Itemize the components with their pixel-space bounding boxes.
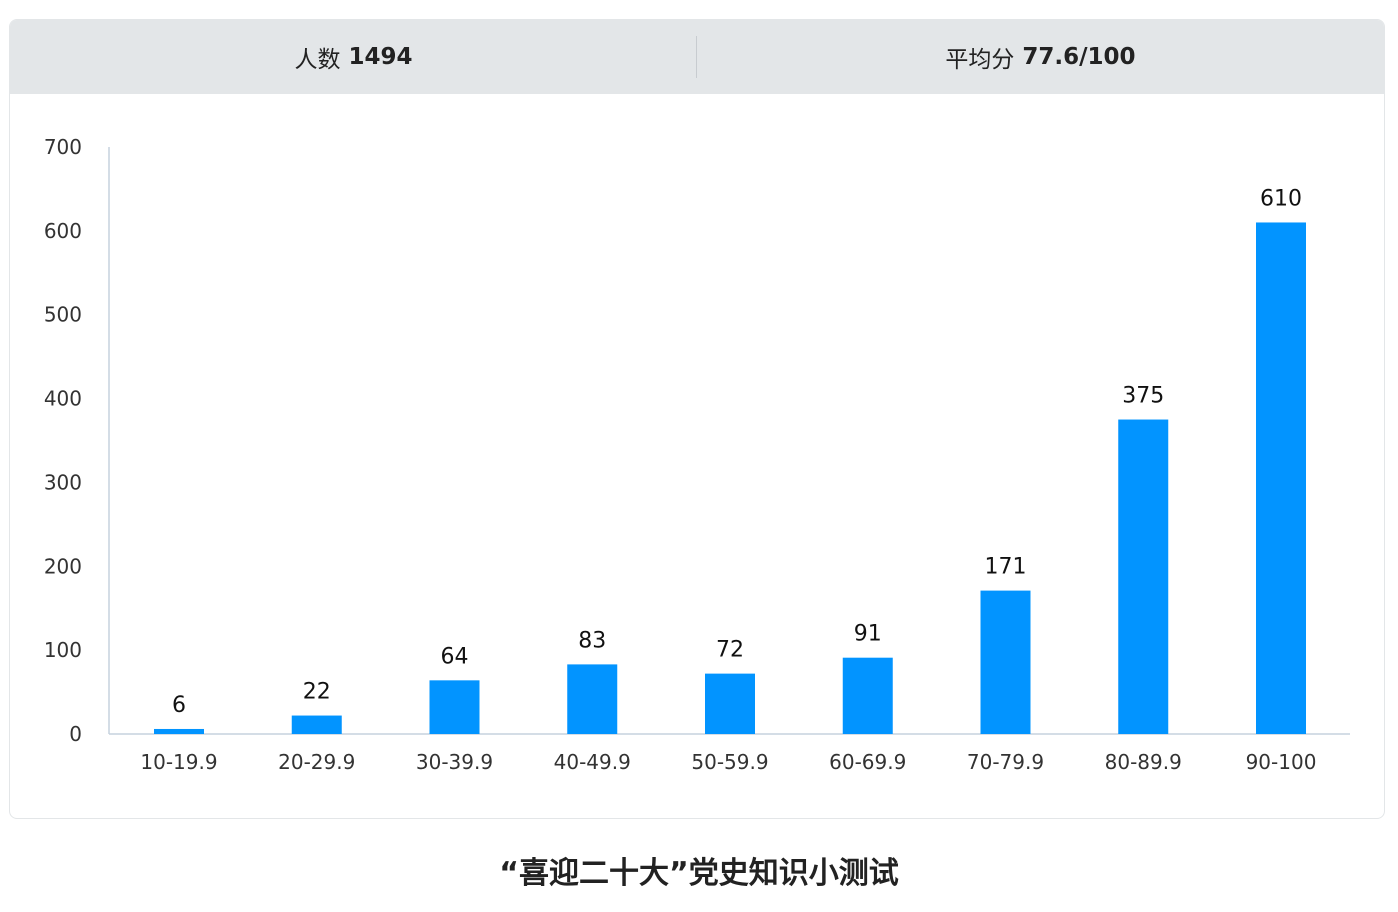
bar [1256, 222, 1306, 734]
participant-count-label: 人数 [294, 47, 341, 73]
bar [842, 657, 893, 734]
chart-caption: “喜迎二十大”党史知识小测试 [499, 856, 899, 891]
bar-value-label: 171 [985, 555, 1027, 580]
average-score-label: 平均分 [945, 47, 1015, 73]
x-tick-label: 20-29.9 [278, 750, 355, 774]
x-tick-label: 60-69.9 [829, 750, 906, 774]
bar [567, 664, 618, 734]
x-tick-label: 30-39.9 [416, 750, 493, 774]
bar-value-label: 6 [172, 693, 186, 718]
x-tick-label: 10-19.9 [140, 750, 217, 774]
bar [154, 728, 204, 734]
bar [291, 715, 342, 734]
bar-value-label: 83 [578, 628, 606, 653]
average-score-stat: 平均分 77.6/100 [697, 20, 1384, 94]
bar-value-label: 91 [854, 622, 882, 647]
x-tick-label: 50-59.9 [691, 750, 768, 774]
bar [1118, 419, 1169, 734]
y-tick-label: 100 [44, 638, 82, 662]
bar-value-label: 375 [1122, 384, 1164, 409]
bar-value-label: 72 [716, 638, 744, 663]
bar-value-label: 610 [1260, 186, 1302, 211]
bar-value-label: 64 [441, 644, 469, 669]
x-tick-label: 90-100 [1246, 750, 1317, 774]
y-tick-label: 200 [44, 554, 82, 578]
x-tick-label: 40-49.9 [554, 750, 631, 774]
chart-card: 人数 1494 平均分 77.6/100 [9, 19, 1385, 819]
stats-header: 人数 1494 平均分 77.6/100 [10, 20, 1384, 94]
participant-count-stat: 人数 1494 [10, 20, 697, 94]
average-score-value: 77.6/100 [1022, 44, 1136, 70]
x-tick-label: 80-89.9 [1105, 750, 1182, 774]
y-tick-label: 600 [44, 219, 82, 243]
bar [705, 673, 755, 734]
bar [980, 590, 1031, 734]
x-tick-label: 70-79.9 [967, 750, 1044, 774]
y-tick-label: 500 [44, 303, 82, 327]
y-tick-label: 0 [69, 722, 82, 746]
participant-count-value: 1494 [348, 44, 413, 70]
bar [429, 680, 480, 734]
y-tick-label: 700 [44, 135, 82, 159]
y-tick-label: 400 [44, 387, 82, 411]
y-tick-label: 300 [44, 470, 82, 494]
stats-divider [696, 36, 697, 78]
bar-value-label: 22 [303, 680, 331, 705]
